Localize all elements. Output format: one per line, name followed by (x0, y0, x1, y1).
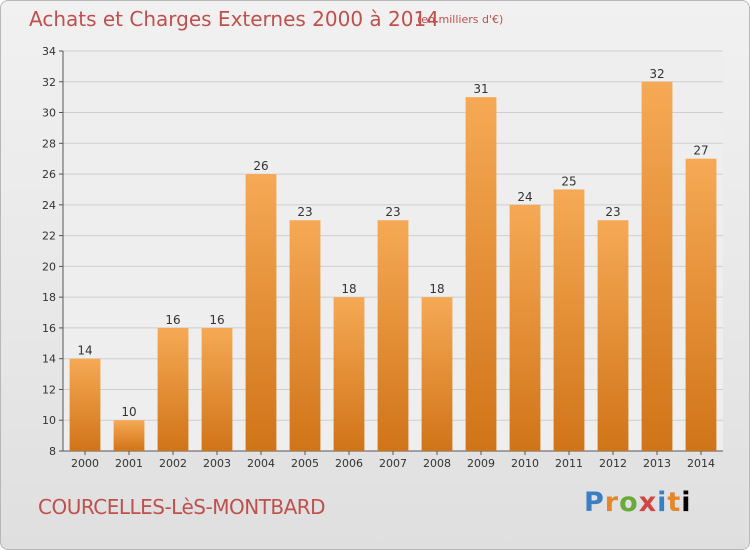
proxiti-logo: Proxiti (584, 487, 692, 518)
y-tick-label: 18 (42, 291, 56, 304)
x-tick-label: 2012 (599, 457, 627, 470)
logo-letter: P (584, 487, 605, 518)
data-label: 18 (341, 282, 356, 296)
y-tick-label: 24 (42, 199, 56, 212)
data-label: 24 (517, 190, 532, 204)
bar (289, 220, 321, 451)
x-tick-label: 2000 (71, 457, 99, 470)
bar (421, 297, 453, 451)
x-tick-label: 2010 (511, 457, 539, 470)
logo-letter: i (681, 487, 692, 518)
bar (685, 158, 717, 451)
y-tick-label: 26 (42, 168, 56, 181)
y-tick-label: 8 (49, 445, 56, 458)
y-tick-label: 34 (42, 45, 56, 58)
data-label: 23 (297, 205, 312, 219)
bar (201, 327, 233, 451)
y-tick-label: 32 (42, 76, 56, 89)
data-label: 23 (385, 205, 400, 219)
x-tick-label: 2003 (203, 457, 231, 470)
bar (333, 297, 365, 451)
y-tick-label: 22 (42, 230, 56, 243)
x-tick-label: 2001 (115, 457, 143, 470)
x-tick-label: 2006 (335, 457, 363, 470)
y-tick-label: 20 (42, 260, 56, 273)
data-label: 10 (121, 405, 136, 419)
x-tick-label: 2011 (555, 457, 583, 470)
x-tick-label: 2008 (423, 457, 451, 470)
bar (377, 220, 409, 451)
y-tick-label: 10 (42, 414, 56, 427)
x-tick-label: 2005 (291, 457, 319, 470)
x-tick-label: 2007 (379, 457, 407, 470)
bar (597, 220, 629, 451)
data-label: 23 (605, 205, 620, 219)
chart-title: Achats et Charges Externes 2000 à 2014 (29, 7, 439, 31)
data-label: 16 (209, 313, 224, 327)
bar (465, 97, 497, 452)
data-label: 31 (473, 82, 488, 96)
logo-letter: r (604, 487, 620, 518)
logo-letter: t (667, 487, 682, 518)
logo-letter: o (619, 487, 639, 518)
data-label: 26 (253, 159, 268, 173)
data-label: 25 (561, 174, 576, 188)
chart-subtitle: (en milliers d'€) (417, 13, 504, 26)
data-label: 16 (165, 313, 180, 327)
bar (509, 204, 541, 451)
x-tick-label: 2009 (467, 457, 495, 470)
bar (641, 81, 673, 452)
y-tick-label: 12 (42, 383, 56, 396)
bar (553, 189, 585, 451)
x-tick-label: 2014 (687, 457, 715, 470)
y-tick-label: 16 (42, 322, 56, 335)
bar (157, 327, 189, 451)
bar (245, 174, 277, 452)
y-tick-label: 14 (42, 353, 56, 366)
logo-letter: i (657, 487, 668, 518)
data-label: 18 (429, 282, 444, 296)
logo-letter: x (638, 487, 658, 518)
commune-name: COURCELLES-LèS-MONTBARD (38, 495, 326, 519)
data-label: 32 (649, 67, 664, 81)
data-label: 14 (77, 344, 92, 358)
bar (69, 358, 101, 451)
data-label: 27 (693, 144, 708, 158)
y-tick-label: 30 (42, 107, 56, 120)
x-tick-label: 2002 (159, 457, 187, 470)
bar (113, 420, 145, 451)
x-tick-label: 2004 (247, 457, 275, 470)
x-tick-label: 2013 (643, 457, 671, 470)
y-tick-label: 28 (42, 137, 56, 150)
